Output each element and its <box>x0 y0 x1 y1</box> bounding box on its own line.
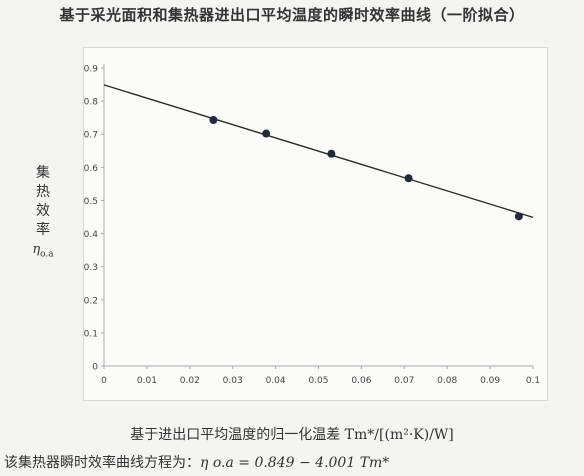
efficiency-chart: 0 0.1 0.2 0.3 0.4 0.5 0.6 0.7 0.8 0.9 0 0.01 0.02 0.0… <box>84 64 540 386</box>
data-point <box>404 174 413 183</box>
y-tick-label: 0.5 <box>84 197 98 207</box>
y-axis-label-char-2: 热 <box>36 184 50 200</box>
y-tick-label: 0.2 <box>84 296 98 306</box>
x-tick-label: 0.1 <box>526 376 540 386</box>
eta-subscript: o.a <box>40 249 54 260</box>
y-axis-label-symbol: ηo.a <box>28 240 58 265</box>
y-tick-label: 0.7 <box>84 131 98 141</box>
equation-formula: η o.a = 0.849 − 4.001 Tm* <box>200 455 390 471</box>
fit-line <box>103 84 534 219</box>
plot-frame: 0 0.1 0.2 0.3 0.4 0.5 0.6 0.7 0.8 0.9 0 0.01 0.02 0.0… <box>83 47 548 401</box>
y-tick-label: 0.1 <box>84 329 98 339</box>
x-tick-label: 0 <box>101 376 107 386</box>
fit-equation: 该集热器瞬时效率曲线方程为：η o.a = 0.849 − 4.001 Tm* <box>4 452 389 472</box>
y-tick-label: 0.8 <box>84 98 98 108</box>
y-axis-label-char-4: 率 <box>36 222 50 238</box>
x-tick-label: 0.06 <box>351 376 371 386</box>
x-tick-label: 0.04 <box>266 376 286 386</box>
data-point <box>209 115 218 124</box>
y-axis-label-char-3: 效 <box>36 203 50 219</box>
equation-label: 该集热器瞬时效率曲线方程为： <box>4 455 200 471</box>
y-tick-label: 0.4 <box>84 230 98 240</box>
data-point <box>262 129 271 138</box>
data-point <box>514 212 523 221</box>
data-point <box>327 149 336 158</box>
x-tick-label: 0.09 <box>480 376 500 386</box>
y-axis-label-char-1: 集 <box>36 165 50 181</box>
x-tick-label: 0.03 <box>223 376 243 386</box>
y-tick-label: 0.9 <box>84 65 98 75</box>
y-tick-label: 0.3 <box>84 263 98 273</box>
x-tick-label: 0.05 <box>308 376 328 386</box>
x-tick-label: 0.02 <box>180 376 200 386</box>
eta-symbol: η <box>32 242 41 257</box>
x-axis-label: 基于进出口平均温度的归一化温差 Tm*/[(m²·K)/W] <box>130 427 454 443</box>
y-tick-label: 0 <box>92 363 98 373</box>
y-axis-label: 集 热 效 率 ηo.a <box>28 164 58 265</box>
x-tick-label: 0.01 <box>137 376 157 386</box>
chart-title: 基于采光面积和集热器进出口平均温度的瞬时效率曲线（一阶拟合） <box>59 6 525 24</box>
x-tick-label: 0.07 <box>394 376 414 386</box>
y-tick-label: 0.6 <box>84 164 98 174</box>
x-tick-label: 0.08 <box>437 376 457 386</box>
